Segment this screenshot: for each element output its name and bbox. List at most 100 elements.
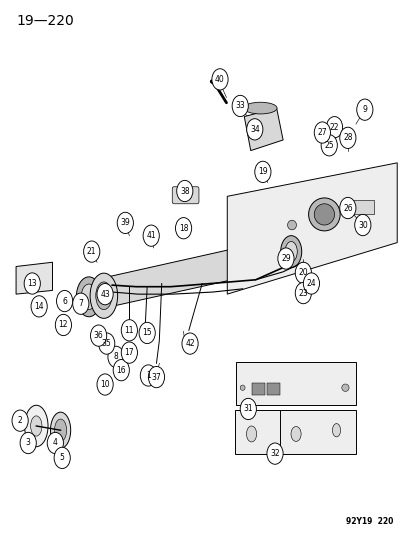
Text: 5: 5 — [60, 454, 64, 463]
Polygon shape — [227, 163, 396, 294]
Text: 34: 34 — [249, 125, 259, 134]
Circle shape — [176, 180, 192, 201]
Circle shape — [254, 161, 270, 182]
Text: 16: 16 — [116, 366, 126, 375]
Text: 25: 25 — [324, 141, 333, 150]
Circle shape — [97, 284, 113, 305]
Circle shape — [98, 333, 115, 354]
Text: 32: 32 — [270, 449, 279, 458]
Circle shape — [232, 95, 248, 117]
Text: 38: 38 — [179, 187, 189, 196]
Text: 19—220: 19—220 — [17, 14, 75, 28]
Text: 15: 15 — [142, 328, 151, 337]
Circle shape — [20, 432, 36, 454]
Circle shape — [139, 322, 155, 344]
Text: 29: 29 — [280, 254, 290, 263]
Ellipse shape — [243, 102, 276, 114]
Circle shape — [90, 325, 107, 346]
Circle shape — [47, 432, 63, 454]
Text: 12: 12 — [58, 320, 68, 329]
Circle shape — [339, 127, 355, 149]
Circle shape — [56, 290, 72, 312]
Text: 41: 41 — [146, 231, 156, 240]
Text: 28: 28 — [342, 133, 352, 142]
Text: 30: 30 — [357, 221, 367, 230]
FancyBboxPatch shape — [266, 383, 279, 395]
Circle shape — [320, 135, 337, 156]
Circle shape — [266, 443, 282, 464]
Ellipse shape — [90, 273, 117, 318]
Ellipse shape — [341, 384, 348, 391]
Circle shape — [148, 367, 164, 387]
FancyBboxPatch shape — [352, 199, 373, 214]
Circle shape — [140, 365, 156, 386]
Text: 27: 27 — [317, 128, 326, 137]
Circle shape — [54, 447, 70, 469]
Text: 21: 21 — [87, 247, 96, 256]
Circle shape — [277, 248, 293, 269]
Ellipse shape — [280, 236, 301, 268]
Text: 22: 22 — [329, 123, 339, 132]
Ellipse shape — [96, 282, 112, 310]
Text: 1: 1 — [146, 371, 150, 380]
Circle shape — [72, 293, 89, 314]
Text: 9: 9 — [362, 105, 367, 114]
Circle shape — [175, 217, 191, 239]
Polygon shape — [87, 236, 291, 312]
Circle shape — [294, 262, 311, 284]
Text: 8: 8 — [113, 352, 118, 361]
Ellipse shape — [313, 204, 334, 225]
Circle shape — [12, 410, 28, 431]
Circle shape — [31, 296, 47, 317]
Text: 17: 17 — [124, 348, 134, 357]
Circle shape — [108, 346, 124, 368]
Circle shape — [246, 119, 262, 140]
Text: 24: 24 — [306, 279, 315, 288]
Circle shape — [339, 197, 355, 219]
Ellipse shape — [81, 284, 96, 310]
Text: 4: 4 — [53, 439, 58, 448]
Text: 18: 18 — [178, 224, 188, 233]
Text: 35: 35 — [102, 339, 111, 348]
Polygon shape — [244, 108, 282, 151]
Circle shape — [143, 225, 159, 246]
Ellipse shape — [54, 419, 66, 441]
Circle shape — [240, 398, 256, 419]
Circle shape — [181, 333, 198, 354]
Text: 23: 23 — [298, 288, 307, 297]
Text: 36: 36 — [94, 331, 103, 340]
Ellipse shape — [332, 424, 340, 437]
Text: 42: 42 — [185, 339, 194, 348]
Ellipse shape — [284, 241, 296, 262]
Ellipse shape — [246, 426, 256, 442]
Text: 26: 26 — [342, 204, 352, 213]
Text: 19: 19 — [258, 167, 267, 176]
Text: 20: 20 — [298, 269, 307, 277]
Circle shape — [117, 212, 133, 233]
Circle shape — [121, 342, 137, 364]
Circle shape — [113, 360, 129, 381]
Text: 6: 6 — [62, 296, 67, 305]
Circle shape — [356, 99, 372, 120]
Text: 14: 14 — [34, 302, 44, 311]
Text: 3: 3 — [26, 439, 30, 448]
Circle shape — [313, 122, 330, 143]
Ellipse shape — [290, 426, 301, 441]
Ellipse shape — [308, 198, 339, 231]
Text: 31: 31 — [243, 405, 252, 414]
Circle shape — [354, 214, 370, 236]
Circle shape — [24, 273, 40, 294]
Circle shape — [121, 320, 137, 341]
Ellipse shape — [240, 385, 245, 390]
FancyBboxPatch shape — [236, 362, 355, 405]
Circle shape — [294, 282, 311, 304]
Ellipse shape — [287, 220, 296, 230]
FancyBboxPatch shape — [251, 383, 264, 395]
Text: 92Y19  220: 92Y19 220 — [345, 517, 392, 526]
Text: 13: 13 — [28, 279, 37, 288]
Ellipse shape — [50, 412, 70, 448]
Text: 7: 7 — [78, 299, 83, 308]
Text: 10: 10 — [100, 380, 110, 389]
Ellipse shape — [25, 405, 48, 447]
Circle shape — [55, 314, 71, 336]
